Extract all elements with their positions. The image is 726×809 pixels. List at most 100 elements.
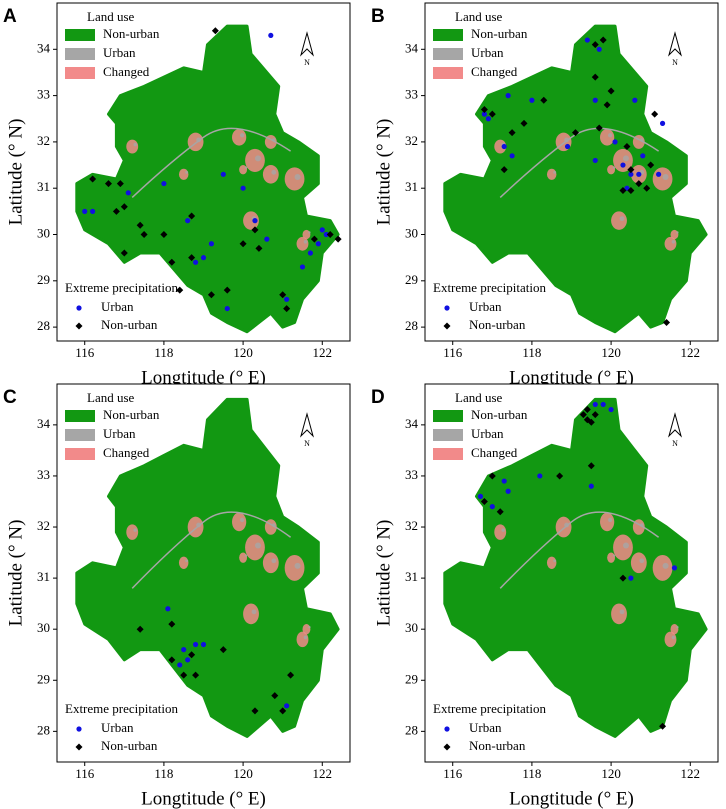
point xyxy=(188,212,196,220)
point xyxy=(663,318,671,326)
point xyxy=(125,190,131,196)
urban-area xyxy=(676,625,679,629)
point xyxy=(161,180,167,187)
point xyxy=(315,241,321,247)
y-tick-label: 28 xyxy=(405,318,418,333)
point xyxy=(537,473,543,479)
point xyxy=(104,180,112,188)
changed-area xyxy=(607,165,616,175)
legend-label: Urban xyxy=(103,426,136,441)
legend-swatch xyxy=(433,48,463,60)
urban-area xyxy=(619,216,625,222)
point xyxy=(627,187,635,195)
point xyxy=(168,656,176,664)
river xyxy=(131,127,292,199)
changed-area xyxy=(126,139,139,154)
x-tick-label: 118 xyxy=(522,345,541,360)
urban-area xyxy=(612,166,616,169)
point xyxy=(500,166,508,174)
legend-label: Changed xyxy=(103,445,150,460)
point xyxy=(591,73,599,81)
legend-title: Land use xyxy=(87,390,135,405)
point xyxy=(165,606,171,612)
x-tick-label: 118 xyxy=(154,766,173,781)
y-tick-label: 30 xyxy=(405,225,418,240)
point xyxy=(592,401,598,408)
point xyxy=(647,161,655,169)
changed-area xyxy=(607,552,616,563)
urban-area xyxy=(622,155,629,162)
y-tick-label: 28 xyxy=(37,318,50,333)
urban-area xyxy=(133,142,138,147)
urban-area xyxy=(254,155,261,162)
point xyxy=(334,235,342,243)
urban-area xyxy=(607,517,613,523)
point xyxy=(264,236,270,242)
point xyxy=(529,97,535,103)
changed-area xyxy=(652,554,673,581)
point xyxy=(592,97,598,103)
legend-swatch xyxy=(433,429,463,441)
point xyxy=(599,36,607,44)
y-axis-label: Latitude (° N) xyxy=(373,119,394,226)
legend-marker xyxy=(444,305,450,311)
changed-area xyxy=(664,631,677,648)
point xyxy=(208,241,215,247)
y-tick-label: 28 xyxy=(405,722,418,737)
north-arrow xyxy=(668,31,682,57)
point xyxy=(505,93,511,99)
legend-label: Urban xyxy=(101,299,134,314)
point xyxy=(607,87,615,95)
panel-label: B xyxy=(371,6,385,27)
x-tick-label: 116 xyxy=(443,345,463,360)
x-tick-label: 120 xyxy=(601,766,621,781)
legend-label: Changed xyxy=(471,445,518,460)
point xyxy=(505,488,511,494)
changed-area xyxy=(187,516,204,538)
urban-area xyxy=(671,635,676,640)
changed-area xyxy=(652,167,673,191)
x-tick-label: 120 xyxy=(601,345,621,360)
point xyxy=(603,101,611,109)
point xyxy=(659,120,666,126)
point xyxy=(571,129,579,137)
point xyxy=(299,264,306,270)
x-tick-label: 118 xyxy=(522,766,541,781)
point xyxy=(540,96,548,104)
y-tick-label: 33 xyxy=(37,87,50,102)
point xyxy=(192,671,200,679)
legend-label: Non-urban xyxy=(101,738,158,753)
point xyxy=(185,657,191,663)
region xyxy=(443,24,708,334)
y-axis-label: Latitude (° N) xyxy=(5,119,26,226)
urban-area xyxy=(239,517,245,523)
point xyxy=(120,203,128,211)
changed-area xyxy=(555,516,572,538)
y-tick-label: 30 xyxy=(37,620,50,635)
urban-area xyxy=(251,609,257,615)
y-tick-label: 34 xyxy=(37,40,51,55)
point xyxy=(481,111,487,117)
legend-label: Urban xyxy=(471,426,504,441)
legend-label: Non-urban xyxy=(469,738,526,753)
panel-label: D xyxy=(371,387,385,408)
x-tick-label: 122 xyxy=(313,345,333,360)
point xyxy=(310,235,318,243)
urban-area xyxy=(501,528,506,532)
changed-area xyxy=(178,168,189,180)
legend-swatch xyxy=(65,67,95,79)
changed-area xyxy=(670,229,679,240)
point xyxy=(188,651,196,659)
changed-area xyxy=(243,211,259,230)
north-arrow xyxy=(668,412,682,438)
point xyxy=(488,472,496,480)
legend-label: Urban xyxy=(469,720,502,735)
changed-area xyxy=(600,128,615,146)
legend-marker xyxy=(75,743,83,751)
point xyxy=(168,620,176,628)
point xyxy=(591,41,599,49)
point xyxy=(326,231,334,239)
north-arrow xyxy=(300,31,314,57)
point xyxy=(671,565,678,571)
